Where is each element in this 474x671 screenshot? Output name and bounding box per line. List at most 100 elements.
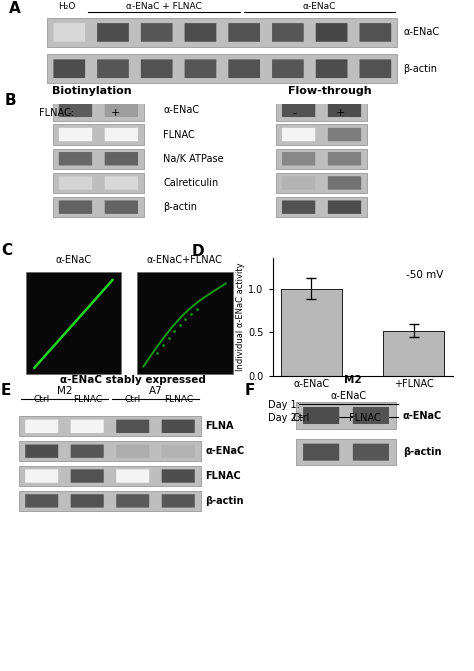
FancyBboxPatch shape bbox=[328, 176, 361, 190]
FancyBboxPatch shape bbox=[105, 152, 138, 166]
Text: +: + bbox=[110, 108, 120, 118]
FancyBboxPatch shape bbox=[282, 176, 315, 190]
FancyBboxPatch shape bbox=[141, 60, 173, 78]
Y-axis label: Individual α-ENaC activity: Individual α-ENaC activity bbox=[237, 263, 246, 371]
FancyBboxPatch shape bbox=[162, 495, 195, 507]
Bar bbox=[296, 439, 396, 465]
FancyBboxPatch shape bbox=[116, 495, 149, 507]
Bar bbox=[137, 272, 233, 374]
Text: -: - bbox=[292, 108, 296, 118]
Bar bbox=[281, 289, 342, 376]
Bar bbox=[276, 124, 367, 145]
Text: α-ENaC: α-ENaC bbox=[163, 105, 199, 115]
FancyBboxPatch shape bbox=[116, 444, 149, 458]
Text: α-ENaC+FLNAC: α-ENaC+FLNAC bbox=[147, 255, 223, 265]
FancyBboxPatch shape bbox=[71, 444, 104, 458]
Point bbox=[187, 309, 195, 319]
Bar bbox=[53, 148, 144, 169]
Text: Ctrl: Ctrl bbox=[34, 395, 50, 404]
Text: α-ENaC: α-ENaC bbox=[206, 446, 245, 456]
Bar bbox=[19, 416, 201, 436]
FancyBboxPatch shape bbox=[54, 23, 85, 42]
Text: Day 2:: Day 2: bbox=[268, 413, 300, 423]
Bar bbox=[276, 197, 367, 217]
FancyBboxPatch shape bbox=[359, 23, 391, 42]
FancyBboxPatch shape bbox=[105, 201, 138, 214]
Point bbox=[170, 325, 178, 336]
Point bbox=[193, 304, 201, 315]
Bar bbox=[276, 173, 367, 193]
FancyBboxPatch shape bbox=[353, 407, 389, 424]
Text: F: F bbox=[245, 382, 255, 398]
Text: Biotinylation: Biotinylation bbox=[52, 86, 132, 96]
FancyBboxPatch shape bbox=[25, 469, 58, 482]
Text: M2: M2 bbox=[57, 386, 72, 396]
Text: α-ENaC stably expressed: α-ENaC stably expressed bbox=[60, 375, 206, 385]
FancyBboxPatch shape bbox=[59, 201, 92, 214]
FancyBboxPatch shape bbox=[71, 469, 104, 482]
Text: FLNA: FLNA bbox=[206, 421, 234, 431]
Text: FLNAC:: FLNAC: bbox=[39, 108, 74, 118]
FancyBboxPatch shape bbox=[59, 103, 92, 117]
Text: α-ENaC: α-ENaC bbox=[403, 411, 442, 421]
FancyBboxPatch shape bbox=[71, 495, 104, 507]
Bar bbox=[53, 173, 144, 193]
Bar bbox=[26, 272, 121, 374]
Text: FLNAC: FLNAC bbox=[73, 395, 102, 404]
Point bbox=[154, 348, 161, 358]
Text: A7: A7 bbox=[148, 386, 163, 396]
Text: α-ENaC: α-ENaC bbox=[330, 391, 366, 401]
FancyBboxPatch shape bbox=[162, 419, 195, 433]
Bar bbox=[383, 331, 445, 376]
Text: Calreticulin: Calreticulin bbox=[163, 178, 219, 188]
FancyBboxPatch shape bbox=[282, 201, 315, 214]
FancyBboxPatch shape bbox=[228, 23, 260, 42]
Text: β-actin: β-actin bbox=[403, 447, 441, 457]
Text: B: B bbox=[5, 93, 16, 108]
FancyBboxPatch shape bbox=[272, 23, 304, 42]
FancyBboxPatch shape bbox=[316, 60, 347, 78]
Bar bbox=[296, 403, 396, 429]
Text: Ctrl: Ctrl bbox=[292, 413, 310, 423]
Text: E: E bbox=[1, 382, 11, 398]
Text: A: A bbox=[9, 1, 20, 16]
FancyBboxPatch shape bbox=[116, 419, 149, 433]
Text: FLNAC: FLNAC bbox=[349, 413, 381, 423]
FancyBboxPatch shape bbox=[59, 176, 92, 190]
FancyBboxPatch shape bbox=[316, 23, 347, 42]
FancyBboxPatch shape bbox=[97, 60, 129, 78]
FancyBboxPatch shape bbox=[328, 201, 361, 214]
Text: β-actin: β-actin bbox=[206, 496, 244, 506]
FancyBboxPatch shape bbox=[328, 152, 361, 166]
FancyBboxPatch shape bbox=[162, 469, 195, 482]
Text: FLNAC: FLNAC bbox=[164, 395, 193, 404]
FancyBboxPatch shape bbox=[141, 23, 173, 42]
FancyBboxPatch shape bbox=[116, 469, 149, 482]
Text: D: D bbox=[191, 244, 204, 259]
FancyBboxPatch shape bbox=[54, 60, 85, 78]
FancyBboxPatch shape bbox=[105, 127, 138, 142]
Point bbox=[159, 340, 167, 350]
FancyBboxPatch shape bbox=[282, 103, 315, 117]
Bar bbox=[19, 466, 201, 486]
Text: Ctrl: Ctrl bbox=[125, 395, 141, 404]
Text: FLNAC: FLNAC bbox=[206, 471, 241, 481]
FancyBboxPatch shape bbox=[303, 407, 339, 424]
Point bbox=[176, 319, 183, 330]
Point bbox=[165, 332, 173, 343]
Text: α-ENaC: α-ENaC bbox=[403, 28, 439, 38]
Text: C: C bbox=[1, 243, 13, 258]
FancyBboxPatch shape bbox=[184, 60, 216, 78]
Text: Na/K ATPase: Na/K ATPase bbox=[163, 154, 224, 164]
Text: α-ENaC: α-ENaC bbox=[303, 2, 336, 11]
FancyBboxPatch shape bbox=[272, 60, 304, 78]
Bar bbox=[53, 197, 144, 217]
Text: -: - bbox=[67, 108, 71, 118]
Bar bbox=[53, 100, 144, 121]
Bar bbox=[53, 124, 144, 145]
Bar bbox=[47, 54, 397, 83]
FancyBboxPatch shape bbox=[282, 127, 315, 142]
Text: α-ENaC: α-ENaC bbox=[55, 255, 91, 265]
FancyBboxPatch shape bbox=[353, 444, 389, 461]
Text: Flow-through: Flow-through bbox=[288, 86, 372, 96]
